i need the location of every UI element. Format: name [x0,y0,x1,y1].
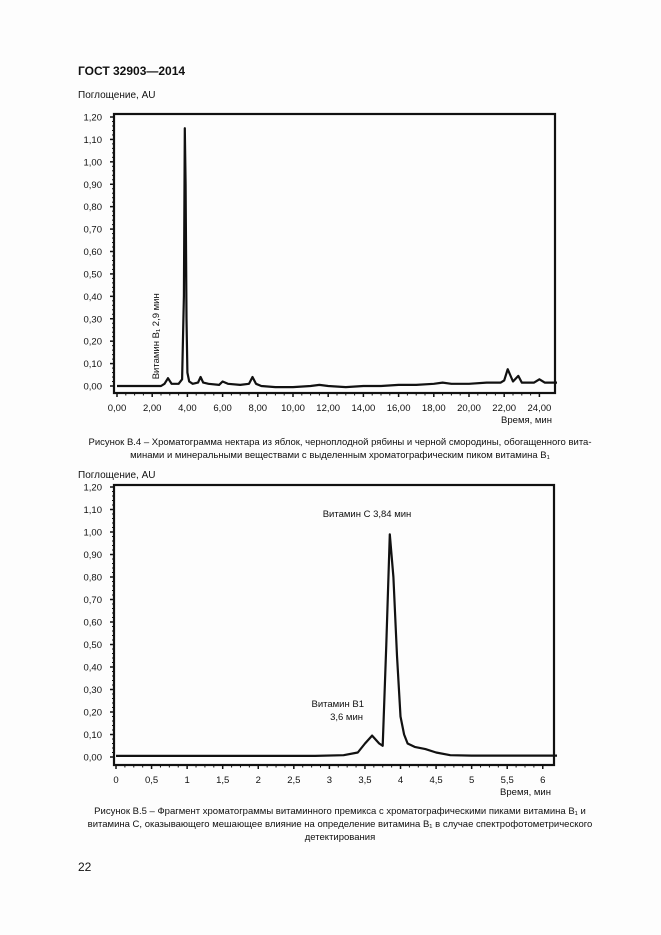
x-tick-label: 2,00 [143,403,162,414]
x-tick-label: 4,00 [178,403,197,414]
fig1-caption: Рисунок В.4 – Хроматограмма нектара из я… [60,436,620,462]
y-tick-label: 0,80 [84,202,103,213]
x-tick-label: 1 [184,775,189,786]
y-tick-label: 0,30 [84,314,103,325]
x-tick-label: 4 [398,775,403,786]
y-tick-label: 1,00 [84,157,103,168]
y-tick-label: 1,10 [84,505,103,516]
fig1-caption-line: Рисунок В.4 – Хроматограмма нектара из я… [88,437,592,448]
y-tick-label: 0,60 [84,618,103,629]
vitamin-b1-peak-label: Витамин В₁ 2,9 мин [151,293,162,379]
y-tick-label: 0,50 [84,640,103,651]
plot-frame [112,112,557,395]
page-number: 22 [78,860,92,874]
x-tick-label: 24,00 [528,403,552,414]
y-tick-label: 0,90 [84,180,103,191]
x-tick-label: 3,5 [358,775,371,786]
y-tick-label: 1,20 [84,113,103,124]
y-tick-label: 0,30 [84,685,103,696]
y-tick-label: 0,00 [84,382,103,393]
x-tick-label: 14,00 [352,403,376,414]
y-tick-label: 0,40 [84,663,103,674]
x-tick-label: 8,00 [249,403,268,414]
x-tick-label: 0 [113,775,118,786]
vitamin-b1-time-label: 3,6 мин [330,712,363,723]
fig2-chromatogram-chart: 0,000,100,200,300,400,500,600,700,800,90… [84,483,557,798]
x-tick-label: 6,00 [213,403,232,414]
y-tick-label: 0,70 [84,595,103,606]
y-tick-label: 0,80 [84,573,103,584]
fig2-caption-line: витамина С, оказывающего мешающее влияни… [87,819,593,830]
fig2-caption: Рисунок В.5 – Фрагмент хроматограммы вит… [60,805,620,844]
y-tick-label: 0,00 [84,753,103,764]
y-tick-label: 1,20 [84,483,103,494]
y-tick-label: 0,10 [84,730,103,741]
x-tick-label: 12,00 [316,403,340,414]
x-tick-label: 20,00 [457,403,481,414]
x-axis-label: Время, мин [500,787,551,798]
y-tick-label: 1,00 [84,528,103,539]
y-tick-label: 0,60 [84,247,103,258]
y-tick-label: 0,20 [84,708,103,719]
chromatogram-line [117,127,557,389]
x-tick-label: 22,00 [492,403,516,414]
x-tick-label: 5,5 [501,775,514,786]
x-tick-label: 1,5 [216,775,229,786]
fig1-chromatogram-chart: 0,00 0,10 0,20 0,30 0,40 0,50 0,60 0,70 0,80 0,90… [84,112,557,426]
x-tick-label: 2,5 [287,775,300,786]
y-tick-label: 0,20 [84,337,103,348]
vitamin-b1-peak-label: Витамин В1 [311,699,364,710]
x-tick-label: 16,00 [387,403,411,414]
fig2-caption-line: детектирования [304,832,376,843]
fig2-y-axis-label: Поглощение, AU [78,470,156,481]
fig2-caption-line: Рисунок В.5 – Фрагмент хроматограммы вит… [94,806,586,817]
y-tick-label: 0,50 [84,269,103,280]
y-tick-label: 0,40 [84,292,103,303]
plot-frame [112,483,556,767]
x-tick-label: 6 [540,775,545,786]
x-tick-label: 4,5 [429,775,442,786]
fig1-caption-line: минами и минеральными веществами с выдел… [130,450,550,461]
x-tick-label: 18,00 [422,403,446,414]
fig1-y-axis-label: Поглощение, AU [78,90,156,101]
vitamin-c-peak-label: Витамин С 3,84 мин [323,509,412,520]
x-tick-label: 10,00 [281,403,305,414]
x-tick-label: 2 [256,775,261,786]
chromatogram-line [116,533,557,758]
y-tick-label: 1,10 [84,135,103,146]
y-tick-label: 0,10 [84,359,103,370]
x-tick-label: 0,00 [108,403,127,414]
document-title: ГОСТ 32903—2014 [78,64,186,78]
x-tick-label: 3 [327,775,332,786]
y-tick-label: 0,70 [84,225,103,236]
y-tick-label: 0,90 [84,550,103,561]
x-tick-label: 5 [469,775,474,786]
x-tick-label: 0,5 [145,775,158,786]
x-axis-label: Время, мин [501,415,552,426]
